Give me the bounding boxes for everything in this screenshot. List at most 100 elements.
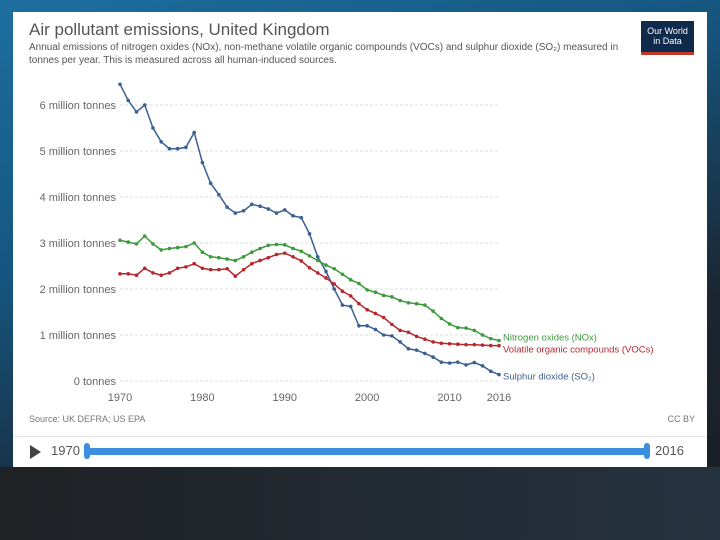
- timeline-start-handle[interactable]: [84, 443, 90, 459]
- data-point-nox: [390, 295, 394, 299]
- data-point-sulphur: [472, 360, 477, 365]
- owid-logo[interactable]: Our World in Data: [641, 21, 694, 55]
- data-point-nox: [184, 244, 188, 249]
- data-point-nox: [357, 281, 361, 286]
- data-point-nox: [439, 316, 444, 321]
- data-point-voc: [423, 337, 427, 341]
- data-point-voc: [332, 282, 337, 286]
- data-point-nox: [159, 248, 163, 252]
- data-point-voc: [390, 322, 394, 327]
- data-point-nox: [340, 272, 345, 277]
- data-point-nox: [307, 254, 312, 258]
- timeline-end-handle[interactable]: [644, 443, 650, 459]
- data-point-voc: [307, 266, 312, 270]
- data-point-voc: [282, 251, 287, 255]
- data-point-nox: [291, 246, 295, 251]
- data-point-sulphur: [282, 208, 287, 212]
- data-point-voc: [480, 343, 485, 347]
- data-point-nox: [324, 263, 328, 267]
- data-point-nox: [497, 338, 501, 343]
- y-tick-label: 2 million tonnes: [40, 284, 117, 296]
- data-point-voc: [497, 343, 501, 348]
- data-point-sulphur: [167, 146, 172, 151]
- data-point-nox: [142, 234, 147, 238]
- data-point-sulphur: [118, 82, 122, 87]
- data-point-sulphur: [142, 103, 147, 107]
- data-point-nox: [241, 255, 246, 259]
- data-point-sulphur: [423, 351, 427, 356]
- data-point-voc: [192, 261, 196, 266]
- data-point-nox: [200, 250, 205, 254]
- data-point-voc: [431, 340, 435, 344]
- data-point-nox: [192, 241, 196, 245]
- timeline-track[interactable]: [86, 448, 649, 455]
- logo-line-2: in Data: [653, 36, 682, 46]
- data-point-nox: [134, 242, 139, 246]
- x-tick-label: 1970: [108, 392, 132, 404]
- data-point-voc: [266, 255, 271, 260]
- data-point-sulphur: [406, 347, 411, 351]
- data-point-sulphur: [447, 361, 452, 365]
- data-point-voc: [225, 266, 229, 271]
- timeline-start-year: 1970: [51, 443, 80, 458]
- data-point-nox: [225, 257, 229, 261]
- data-point-voc: [118, 272, 122, 276]
- source-note[interactable]: Source: UK DEFRA; US EPA: [29, 414, 146, 424]
- data-point-sulphur: [480, 364, 485, 368]
- data-point-voc: [159, 273, 163, 278]
- series-end-label-voc: Volatile organic compounds (VOCs): [503, 345, 654, 356]
- data-point-voc: [250, 261, 254, 266]
- data-point-sulphur: [126, 98, 131, 103]
- data-point-sulphur: [439, 360, 444, 364]
- data-point-sulphur: [134, 110, 139, 114]
- data-point-sulphur: [497, 372, 501, 377]
- data-point-nox: [167, 246, 172, 251]
- data-point-sulphur: [456, 360, 460, 364]
- data-point-sulphur: [192, 130, 196, 135]
- data-point-voc: [151, 271, 155, 275]
- data-point-voc: [365, 307, 369, 312]
- data-point-voc: [274, 252, 279, 257]
- data-point-sulphur: [233, 211, 238, 215]
- data-point-sulphur: [291, 214, 295, 218]
- x-tick-label: 1990: [273, 392, 297, 404]
- data-point-sulphur: [390, 334, 394, 338]
- data-point-voc: [357, 301, 361, 306]
- data-point-sulphur: [241, 209, 246, 213]
- data-point-voc: [167, 271, 172, 275]
- data-point-sulphur: [373, 327, 378, 332]
- data-point-nox: [373, 290, 378, 295]
- data-point-sulphur: [398, 340, 402, 344]
- data-point-nox: [151, 242, 155, 246]
- data-point-nox: [217, 255, 221, 260]
- data-point-voc: [464, 342, 468, 347]
- data-point-voc: [134, 273, 139, 278]
- data-point-sulphur: [266, 207, 271, 211]
- y-tick-label: 3 million tonnes: [40, 238, 117, 250]
- data-point-sulphur: [332, 287, 337, 291]
- data-point-nox: [250, 250, 254, 254]
- chart-panel: Air pollutant emissions, United Kingdom …: [13, 12, 707, 467]
- license-label[interactable]: CC BY: [667, 414, 695, 424]
- data-point-voc: [142, 266, 147, 271]
- data-point-voc: [439, 341, 444, 346]
- data-point-sulphur: [414, 348, 419, 352]
- data-point-voc: [447, 341, 452, 346]
- data-point-nox: [175, 245, 180, 250]
- data-point-sulphur: [431, 355, 435, 359]
- data-point-sulphur: [324, 269, 328, 274]
- data-point-voc: [406, 330, 411, 335]
- data-point-nox: [118, 238, 122, 243]
- data-point-nox: [406, 301, 411, 305]
- x-tick-label: 2010: [437, 392, 461, 404]
- data-point-sulphur: [175, 146, 180, 151]
- y-tick-label: 6 million tonnes: [40, 100, 117, 112]
- data-point-voc: [200, 266, 205, 271]
- data-point-voc: [184, 265, 188, 269]
- data-point-nox: [233, 258, 238, 263]
- play-icon[interactable]: [30, 445, 41, 459]
- data-point-nox: [282, 243, 287, 247]
- y-tick-label: 1 million tonnes: [40, 330, 117, 342]
- data-point-sulphur: [340, 303, 345, 307]
- data-point-sulphur: [151, 126, 155, 130]
